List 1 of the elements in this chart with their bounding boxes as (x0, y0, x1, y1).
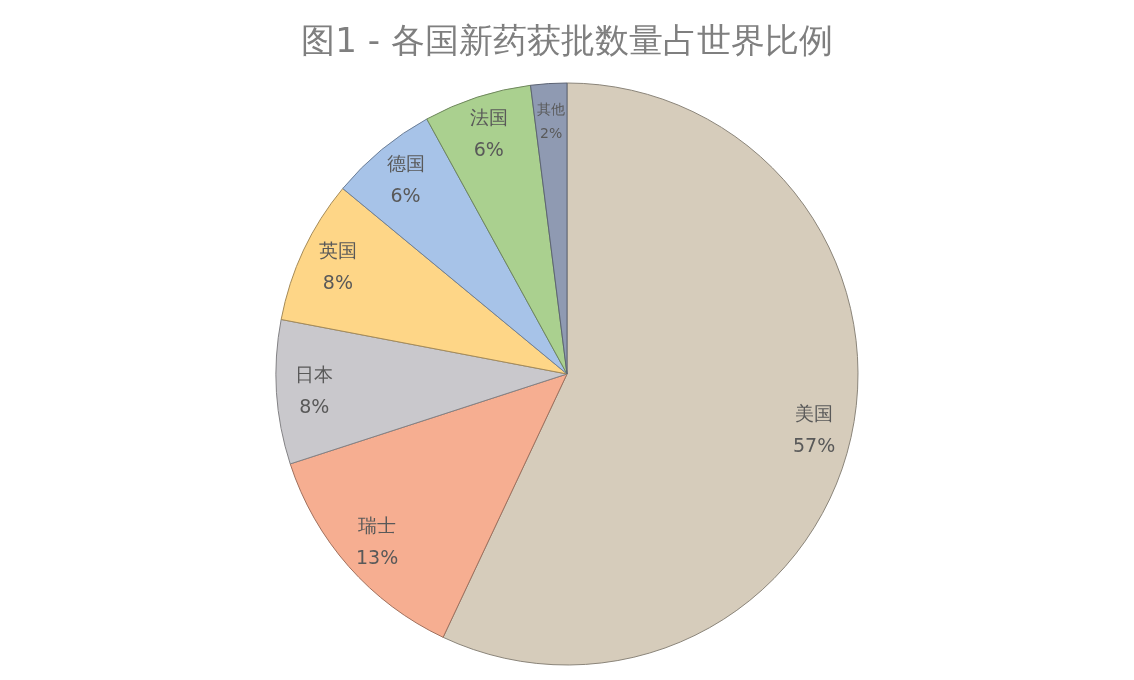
title: 图1 - 各国新药获批数量占世界比例 (301, 20, 833, 60)
